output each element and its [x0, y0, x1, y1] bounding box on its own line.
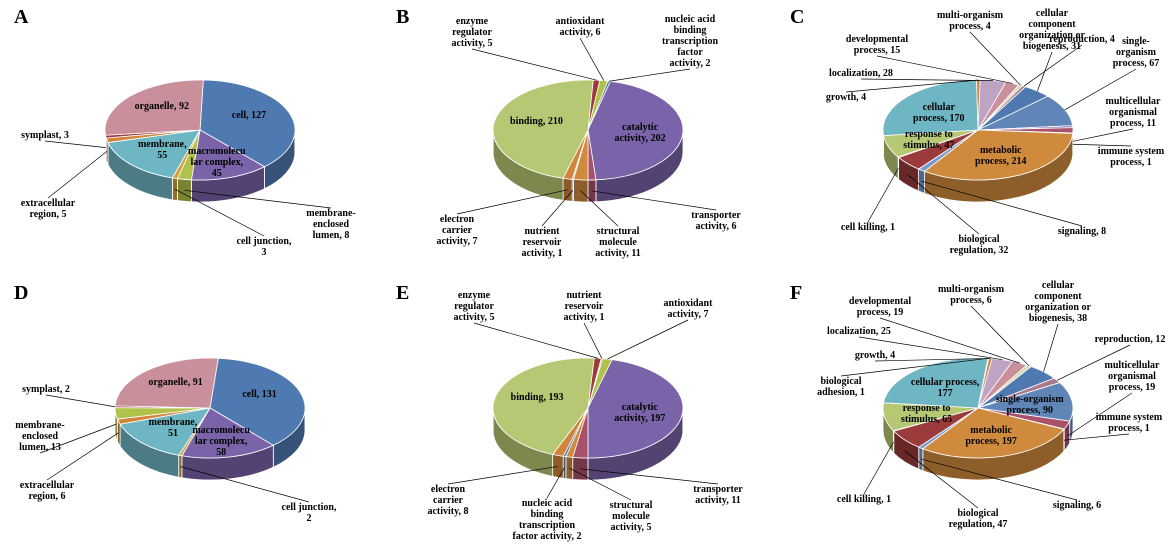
- leader-line: [1044, 324, 1058, 372]
- slice-label-ext: growth, 4: [848, 350, 902, 361]
- slice-label-ext: cell killing, 1: [828, 494, 900, 505]
- slice-label: metabolic process, 197: [941, 425, 1041, 447]
- pie-F: [0, 0, 1173, 549]
- slice-label-ext: signaling, 6: [1044, 500, 1110, 511]
- figure-root: Acell, 127macromolecu lar complex, 45mem…: [0, 0, 1173, 549]
- slice-label-ext: developmental process, 19: [836, 296, 924, 318]
- slice-label-ext: localization, 25: [816, 326, 902, 337]
- slice-label-ext: immune system process, 1: [1084, 412, 1173, 434]
- slice-label-ext: cellular component organization or bioge…: [1010, 280, 1106, 324]
- slice-label-ext: reproduction, 12: [1084, 334, 1173, 345]
- slice-label-ext: biological regulation, 47: [936, 508, 1020, 530]
- slice-label-ext: multi-organism process, 6: [926, 284, 1016, 306]
- slice-label-ext: biological adhesion, 1: [808, 376, 874, 398]
- leader-line: [1064, 434, 1129, 440]
- slice-label: response to stimulus, 65: [877, 403, 977, 425]
- slice-label-ext: multicellular organismal process, 19: [1090, 360, 1173, 393]
- leader-line: [864, 442, 894, 494]
- slice-label: cellular process, 177: [895, 377, 995, 399]
